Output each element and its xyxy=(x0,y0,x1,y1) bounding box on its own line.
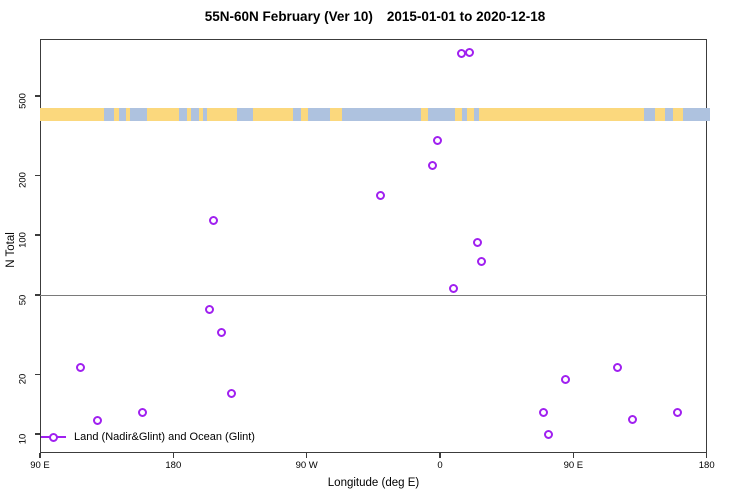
data-point xyxy=(227,388,237,398)
map-strip-segment-ocean xyxy=(118,108,126,121)
y-tick-mark xyxy=(35,373,40,375)
data-point xyxy=(613,363,623,373)
data-point xyxy=(472,238,482,248)
map-strip-segment-ocean xyxy=(474,108,479,121)
data-point xyxy=(477,257,486,267)
data-point xyxy=(560,375,570,385)
map-strip-segment-ocean xyxy=(342,108,421,121)
x-tick-mark xyxy=(439,453,441,458)
x-tick-label: 90 W xyxy=(295,460,318,471)
map-strip-segment-land xyxy=(198,108,203,121)
map-strip-segment-ocean xyxy=(237,108,254,121)
map-strip-segment-ocean xyxy=(644,108,655,121)
map-strip-segment-land xyxy=(672,108,683,121)
map-strip-segment-land xyxy=(114,108,119,121)
y-tick-mark xyxy=(35,433,40,435)
map-strip-segment-ocean xyxy=(191,108,199,121)
map-strip-segment-ocean xyxy=(665,108,673,121)
data-point xyxy=(75,363,85,373)
x-tick-mark xyxy=(306,453,308,458)
map-strip-segment-land xyxy=(454,108,463,121)
x-tick-mark xyxy=(39,453,41,458)
map-strip-segment-land xyxy=(125,108,131,121)
map-strip-segment-land xyxy=(186,108,192,121)
data-point xyxy=(465,48,475,58)
y-tick-mark xyxy=(35,234,40,236)
y-tick-mark xyxy=(35,174,40,176)
x-tick-mark xyxy=(172,453,174,458)
x-tick-label: 0 xyxy=(437,460,443,471)
x-tick-mark xyxy=(706,453,708,458)
map-strip-segment-land xyxy=(207,108,238,121)
data-point xyxy=(457,49,466,59)
map-strip-segment-ocean xyxy=(428,108,455,121)
plot-area xyxy=(40,39,707,453)
map-strip-segment-land xyxy=(146,108,180,121)
data-point xyxy=(432,135,442,145)
data-point xyxy=(208,216,218,226)
data-point xyxy=(628,414,638,424)
chart-title-daterange: 2015-01-01 to 2020-12-18 xyxy=(386,9,546,24)
x-axis-title: Longitude (deg E) xyxy=(327,477,420,489)
data-point xyxy=(376,190,386,200)
x-tick-label: 90 E xyxy=(30,460,50,471)
legend-marker-icon xyxy=(49,432,58,442)
chart-title: 55N-60N February (Ver 10) 2015-01-01 to 2… xyxy=(40,9,710,24)
x-tick-mark xyxy=(572,453,574,458)
map-strip-segment-ocean xyxy=(103,108,115,121)
map-strip-segment-ocean xyxy=(202,108,208,121)
map-strip-segment-land xyxy=(330,108,343,121)
data-point xyxy=(137,408,147,418)
data-point xyxy=(92,416,102,426)
legend-label: Land (Nadir&Glint) and Ocean (Glint) xyxy=(74,431,255,443)
map-strip-segment-land xyxy=(253,108,294,121)
map-strip-segment-ocean xyxy=(130,108,147,121)
data-point xyxy=(216,327,226,337)
x-tick-label: 180 xyxy=(165,460,182,471)
map-strip-segment-ocean xyxy=(308,108,331,121)
map-strip-segment-ocean xyxy=(462,108,467,121)
data-point xyxy=(539,408,549,418)
map-strip-segment-land xyxy=(40,108,104,121)
data-point xyxy=(673,408,683,418)
map-strip-segment-land xyxy=(420,108,429,121)
map-strip-segment-ocean xyxy=(293,108,301,121)
map-strip-segment-land xyxy=(478,108,645,121)
map-strip-segment-land xyxy=(654,108,666,121)
map-strip-segment-ocean xyxy=(682,108,710,121)
data-point xyxy=(448,283,458,293)
x-tick-label: 90 E xyxy=(563,460,584,471)
data-point xyxy=(544,429,554,439)
chart-title-region: 55N-60N February (Ver 10) xyxy=(204,9,373,24)
reference-line-50 xyxy=(40,295,707,297)
x-tick-label: 180 xyxy=(698,460,715,471)
y-tick-mark xyxy=(35,294,40,296)
data-point xyxy=(428,160,438,170)
map-strip-segment-ocean xyxy=(179,108,187,121)
map-strip-segment-land xyxy=(466,108,475,121)
map-strip-segment-land xyxy=(300,108,309,121)
data-point xyxy=(205,304,215,314)
y-tick-mark xyxy=(35,95,40,97)
